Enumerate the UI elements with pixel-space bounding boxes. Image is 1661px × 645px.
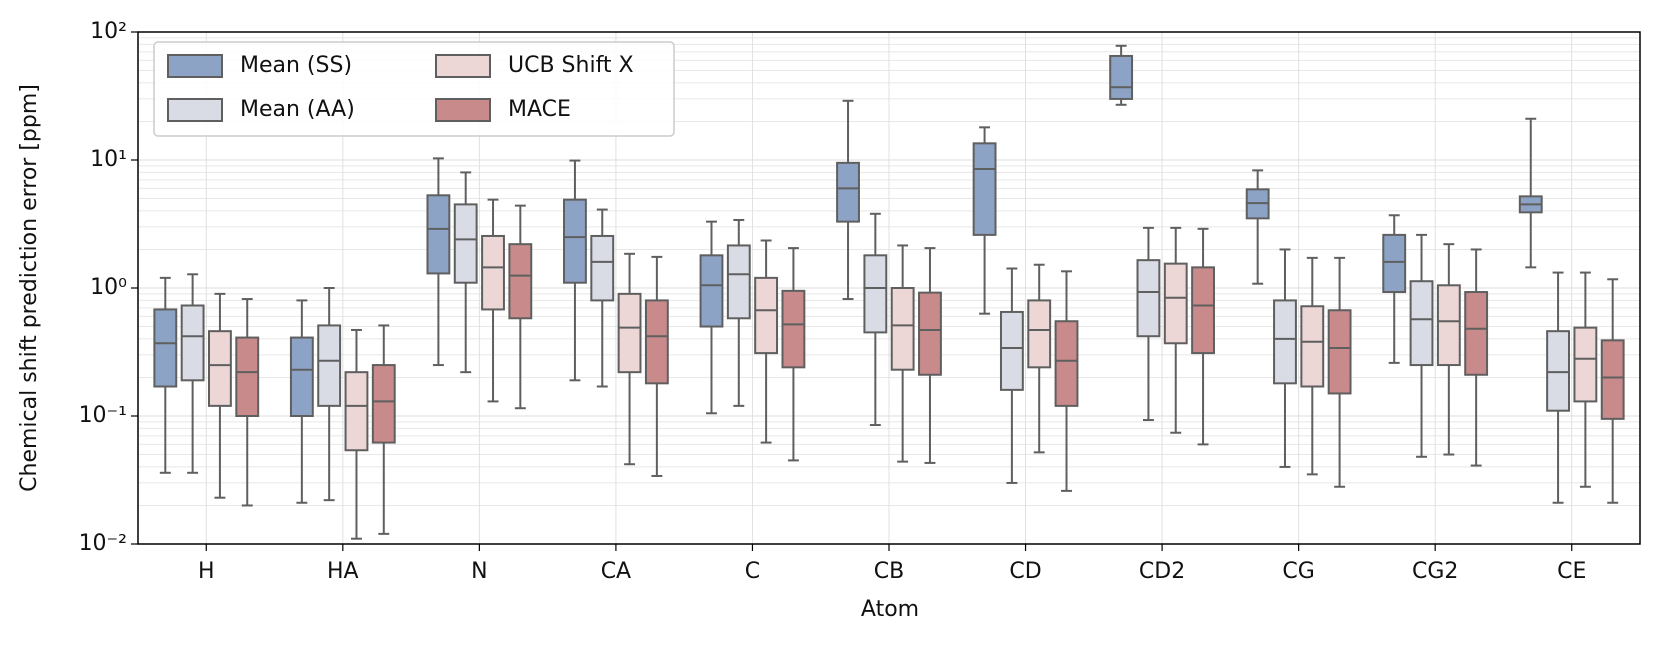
box: [836, 161, 860, 223]
plot-frame: [137, 31, 1641, 545]
x-tick-label: C: [745, 559, 760, 584]
legend-swatch: [435, 54, 491, 78]
x-tick-label: CD: [1009, 559, 1041, 584]
box: [918, 291, 942, 376]
x-tick-label: N: [471, 559, 487, 584]
box: [208, 330, 232, 407]
box: [1136, 259, 1161, 338]
box: [153, 308, 178, 388]
box: [890, 287, 915, 371]
x-tick-label: CA: [601, 559, 631, 584]
box: [1054, 320, 1079, 407]
box: [1600, 339, 1625, 420]
legend-swatch: [167, 54, 223, 78]
box: [371, 364, 396, 444]
legend-label: Mean (AA): [240, 97, 355, 122]
x-tick-label: H: [198, 559, 215, 584]
box: [726, 244, 751, 320]
y-tick-label: 10⁻²: [79, 531, 127, 556]
y-tick-label: 10⁻¹: [79, 403, 127, 428]
y-axis-label: Chemical shift prediction error [ppm]: [17, 84, 42, 492]
y-tick-label: 10²: [90, 19, 127, 44]
box: [644, 299, 669, 385]
box: [754, 276, 779, 355]
x-tick-label: CD2: [1139, 559, 1185, 584]
y-tick-label: 10⁰: [90, 275, 127, 300]
box: [1436, 284, 1461, 367]
x-tick-label: CG: [1282, 559, 1314, 584]
box: [563, 198, 587, 284]
legend-swatch: [167, 98, 223, 122]
legend-frame: [153, 41, 675, 137]
legend-label: Mean (SS): [240, 53, 352, 78]
box: [1382, 233, 1407, 294]
box: [289, 336, 314, 417]
box: [590, 234, 615, 302]
box: [1327, 309, 1352, 395]
box: [863, 254, 888, 334]
box: [999, 310, 1024, 391]
box: [781, 289, 806, 369]
box: [617, 292, 642, 374]
box: [1573, 326, 1598, 403]
x-tick-label: CB: [874, 559, 904, 584]
x-tick-label: HA: [327, 559, 359, 584]
box: [481, 234, 505, 311]
box: [180, 304, 205, 382]
legend: Mean (SS) Mean (AA) UCB Shift X MACE: [153, 41, 675, 137]
box: [699, 254, 724, 328]
box: [426, 194, 451, 275]
box: [508, 243, 533, 320]
x-tick-label: CG2: [1412, 559, 1458, 584]
box: [453, 203, 478, 284]
box: [317, 324, 342, 407]
box: [1464, 291, 1489, 376]
box: [972, 142, 997, 236]
box: [1027, 299, 1052, 369]
box: [344, 371, 369, 452]
box: [1163, 262, 1188, 345]
box: [1191, 266, 1215, 355]
legend-swatch: [435, 98, 491, 122]
box: [1273, 299, 1297, 385]
legend-label: UCB Shift X: [508, 53, 634, 78]
y-tick-label: 10¹: [90, 147, 127, 172]
box: [235, 336, 260, 417]
box: [1109, 54, 1134, 100]
box: [1546, 330, 1570, 412]
legend-label: MACE: [508, 97, 571, 122]
x-tick-label: CE: [1557, 559, 1586, 584]
x-axis-label: Atom: [861, 597, 919, 622]
box: [1300, 305, 1325, 388]
box: [1409, 280, 1434, 367]
